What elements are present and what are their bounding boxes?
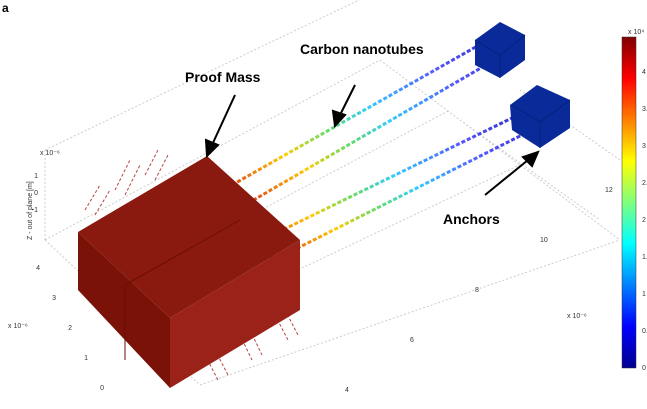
tick-label: 3 xyxy=(642,143,646,150)
colorbar-scale: x 10⁴ xyxy=(628,29,644,36)
panel-label: a xyxy=(2,1,9,15)
tick-label: 3.5 xyxy=(642,106,647,113)
tick-label: 3 xyxy=(52,295,56,302)
colorbar xyxy=(622,37,636,368)
tick-label: 0.5 xyxy=(642,328,647,335)
proof-mass xyxy=(78,156,300,388)
tick-label: 1.5 xyxy=(642,254,647,261)
z-scale: x 10⁻⁶ xyxy=(40,150,60,157)
tick-label: 4 xyxy=(642,69,646,76)
tick-label: 6 xyxy=(410,337,414,344)
tick-label: 0 xyxy=(642,365,646,372)
tick-label: 10 xyxy=(540,237,548,244)
nanotubes-label: Carbon nanotubes xyxy=(300,41,424,57)
arrows xyxy=(206,85,538,195)
tick-label: 1 xyxy=(84,355,88,362)
tick-label: 2.5 xyxy=(642,180,647,187)
tick-label: 8 xyxy=(475,287,479,294)
figure: a Proof Mass Carbon nanotubes Anchors Z … xyxy=(0,0,647,404)
tick-label: 0 xyxy=(34,190,38,197)
tick-label: 2 xyxy=(68,325,72,332)
x-scale: x 10⁻⁶ xyxy=(8,323,28,330)
tick-label: 0 xyxy=(100,385,104,392)
tick-label: 2 xyxy=(642,217,646,224)
proof-mass-label: Proof Mass xyxy=(185,69,261,85)
tick-label: 4 xyxy=(345,387,349,394)
tick-label: 1 xyxy=(34,173,38,180)
tick-label: 12 xyxy=(605,187,613,194)
tick-label: -1 xyxy=(32,207,38,214)
y-scale: x 10⁻⁶ xyxy=(567,313,587,320)
tick-label: 1 xyxy=(642,291,646,298)
tick-label: 4 xyxy=(36,265,40,272)
anchors-label: Anchors xyxy=(443,211,500,227)
